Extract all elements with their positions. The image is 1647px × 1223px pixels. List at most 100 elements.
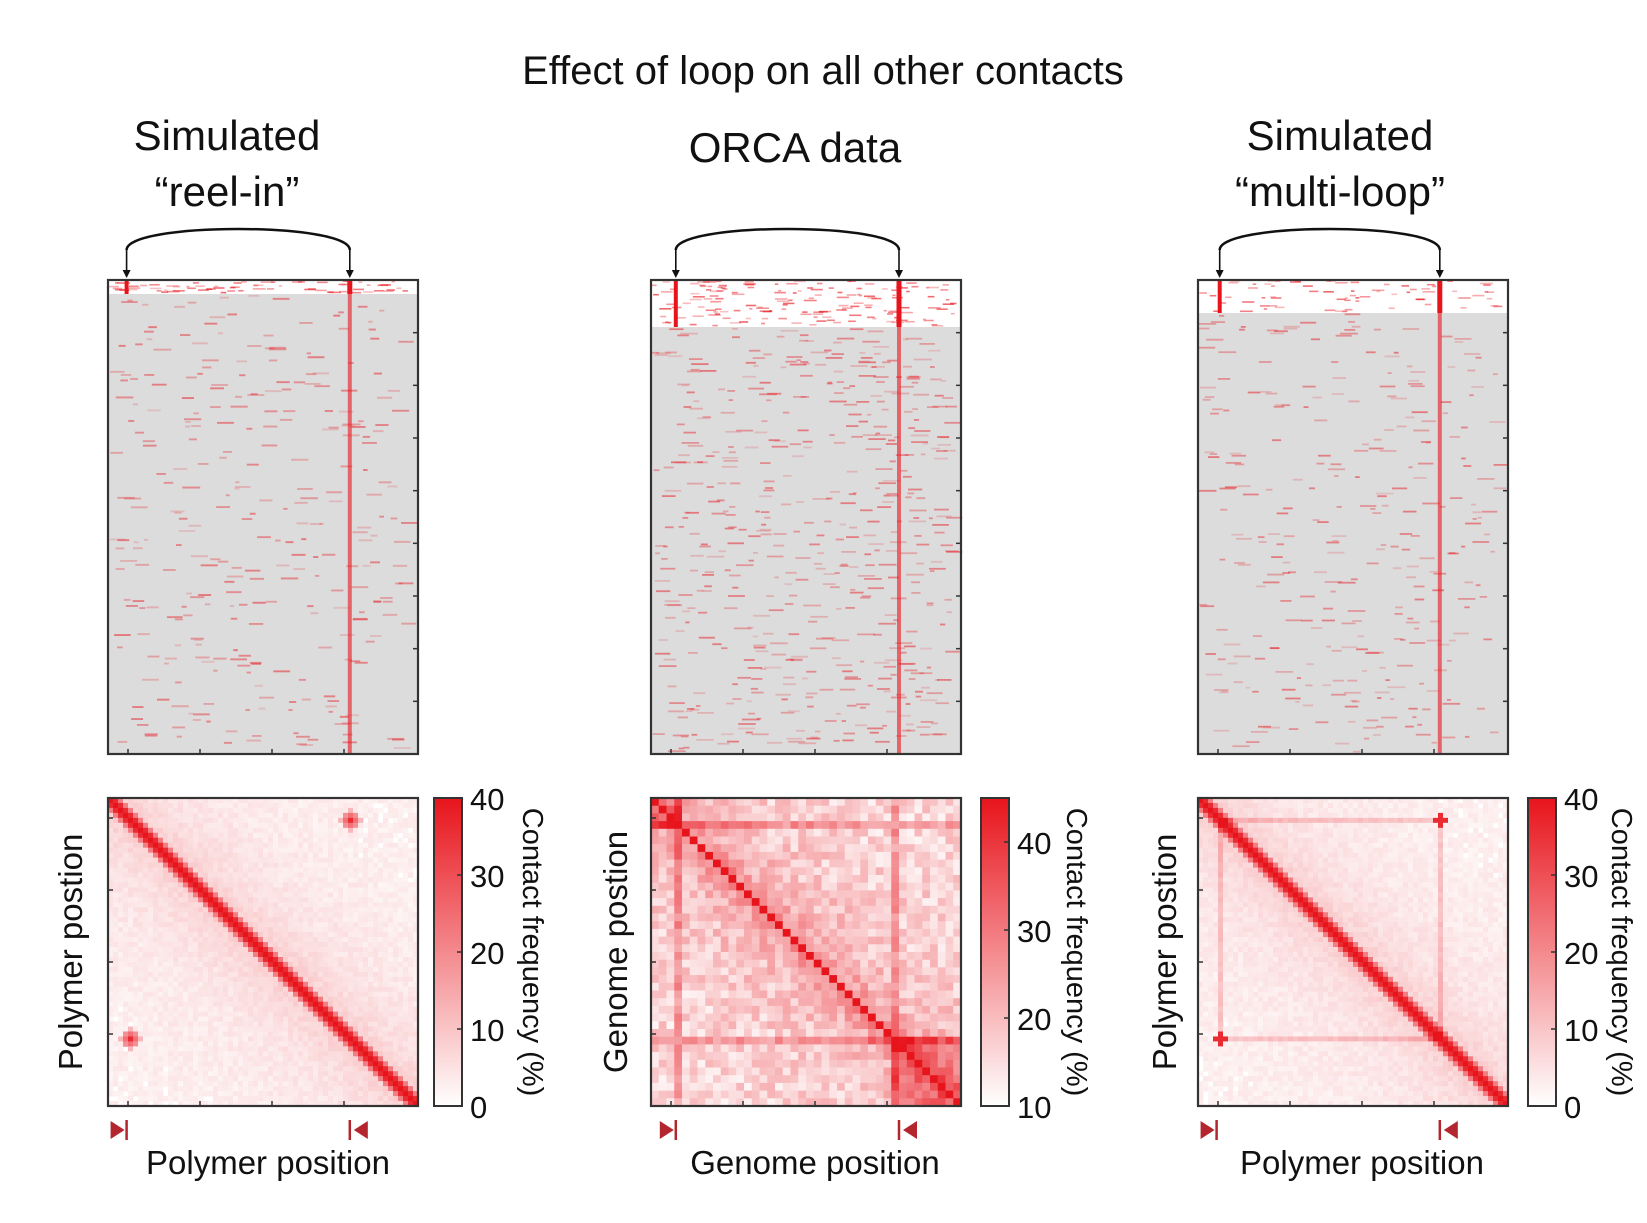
trace-contact-dash [654,652,671,655]
contact-map-cell [348,862,354,868]
contact-map-cell [263,942,269,948]
contact-map-cell [128,947,134,953]
contact-map-cell [168,837,174,844]
contact-map-cell [138,952,144,958]
contact-map-cell [378,937,384,943]
trace-contact-dash [732,698,742,700]
contact-map-cell [333,1016,339,1022]
contact-map-cell [298,996,304,1003]
contact-map-cell [208,996,214,1003]
trace-contact-dash [833,370,844,373]
trace-annotated-dash [731,291,738,294]
contact-map-cell [273,882,279,888]
contact-map-cell [158,961,164,968]
contact-map-cell [238,1061,244,1067]
contact-map-cell [303,976,309,983]
contact-map-cell [253,981,259,988]
contact-map-cell [178,1036,184,1042]
contact-map-cell [133,961,139,968]
contact-map-cell [258,971,264,978]
contact-map-cell [183,832,189,839]
contact-map-cell [253,802,259,809]
trace-contact-dash [135,431,144,434]
trace-contact-dash [1489,731,1499,734]
trace-annotated-dash [166,290,180,293]
trace-contact-dash [1357,635,1365,638]
contact-map-cell [353,802,359,809]
contact-map-cell [343,847,349,854]
contact-map-cell [233,822,239,829]
contact-map-cell [388,807,394,814]
contact-map-cell [263,947,269,953]
contact-map-cell [173,827,179,834]
contact-map-cell [283,1061,289,1067]
contact-map-cell [303,971,309,978]
trace-contact-dash [1483,638,1492,641]
trace-contact-dash [1395,606,1403,609]
contact-map-cell [318,852,324,859]
contact-map-cell [278,917,284,923]
contact-map-cell [368,947,374,953]
trace-contact-dash [943,449,956,452]
contact-map-cell [188,947,194,953]
contact-map-cell [413,1061,419,1067]
contact-map-cell [388,971,394,978]
contact-map-cell [148,837,154,844]
contact-map-cell [323,917,329,923]
contact-map-cell [203,822,209,829]
contact-map-cell [113,952,119,958]
trace-annotated-dash [857,293,861,296]
contact-map-cell [193,1011,199,1017]
trace-annotated-dash [1252,283,1257,285]
contact-map-cell [178,1031,184,1037]
trace-contact-dash [1405,621,1420,624]
contact-map-cell [193,827,199,834]
contact-map-cell [123,812,129,819]
contact-map-cell [248,971,254,978]
trace-annotated-dash [703,281,716,283]
contact-map-cell [273,1066,279,1072]
trace-contact-dash [753,646,766,649]
contact-map-cell [373,817,379,824]
contact-map-cell [208,907,214,913]
trace-contact-dash [737,676,751,679]
trace-contact-dash [821,637,836,639]
contact-map-cell [253,1061,259,1067]
contact-map-cell [268,986,274,993]
trace-contact-dash [945,550,959,552]
contact-map-cell [378,956,384,963]
contact-map-cell [408,862,414,868]
trace-contact-dash [279,418,293,421]
contact-map-cell [358,1021,364,1027]
trace-annotated-dash [713,311,718,313]
contact-map-cell [123,882,129,888]
contact-map-cell [358,927,364,933]
contact-map-cell [123,842,129,849]
contact-map-cell [248,807,254,814]
contact-map-cell [383,981,389,988]
contact-map-cell [168,1026,174,1032]
trace-loop-contact-column [347,294,352,754]
contact-map-cell [178,897,184,903]
trace-contact-dash [804,340,814,342]
contact-map-cell [373,907,379,913]
trace-contact-dash [1327,468,1345,471]
contact-map-cell [128,917,134,923]
contact-map-cell [343,897,349,903]
contact-map-cell [288,996,294,1003]
contact-map-cell [213,991,219,998]
contact-map-cell [263,952,269,958]
contact-map-cell [183,961,189,968]
contact-map-cell [188,1011,194,1017]
contact-map-cell [273,857,279,863]
trace-contact-dash [843,732,855,735]
contact-map-cell [108,842,114,849]
contact-map-cell [278,1036,284,1042]
contact-map-cell [243,1046,249,1052]
trace-contact-dash [273,670,291,673]
contact-map-cell [163,1031,169,1037]
trace-contact-dash [363,469,368,471]
contact-map-cell [403,1061,409,1067]
contact-map-cell [143,991,149,998]
trace-contact-dash [1268,533,1280,535]
